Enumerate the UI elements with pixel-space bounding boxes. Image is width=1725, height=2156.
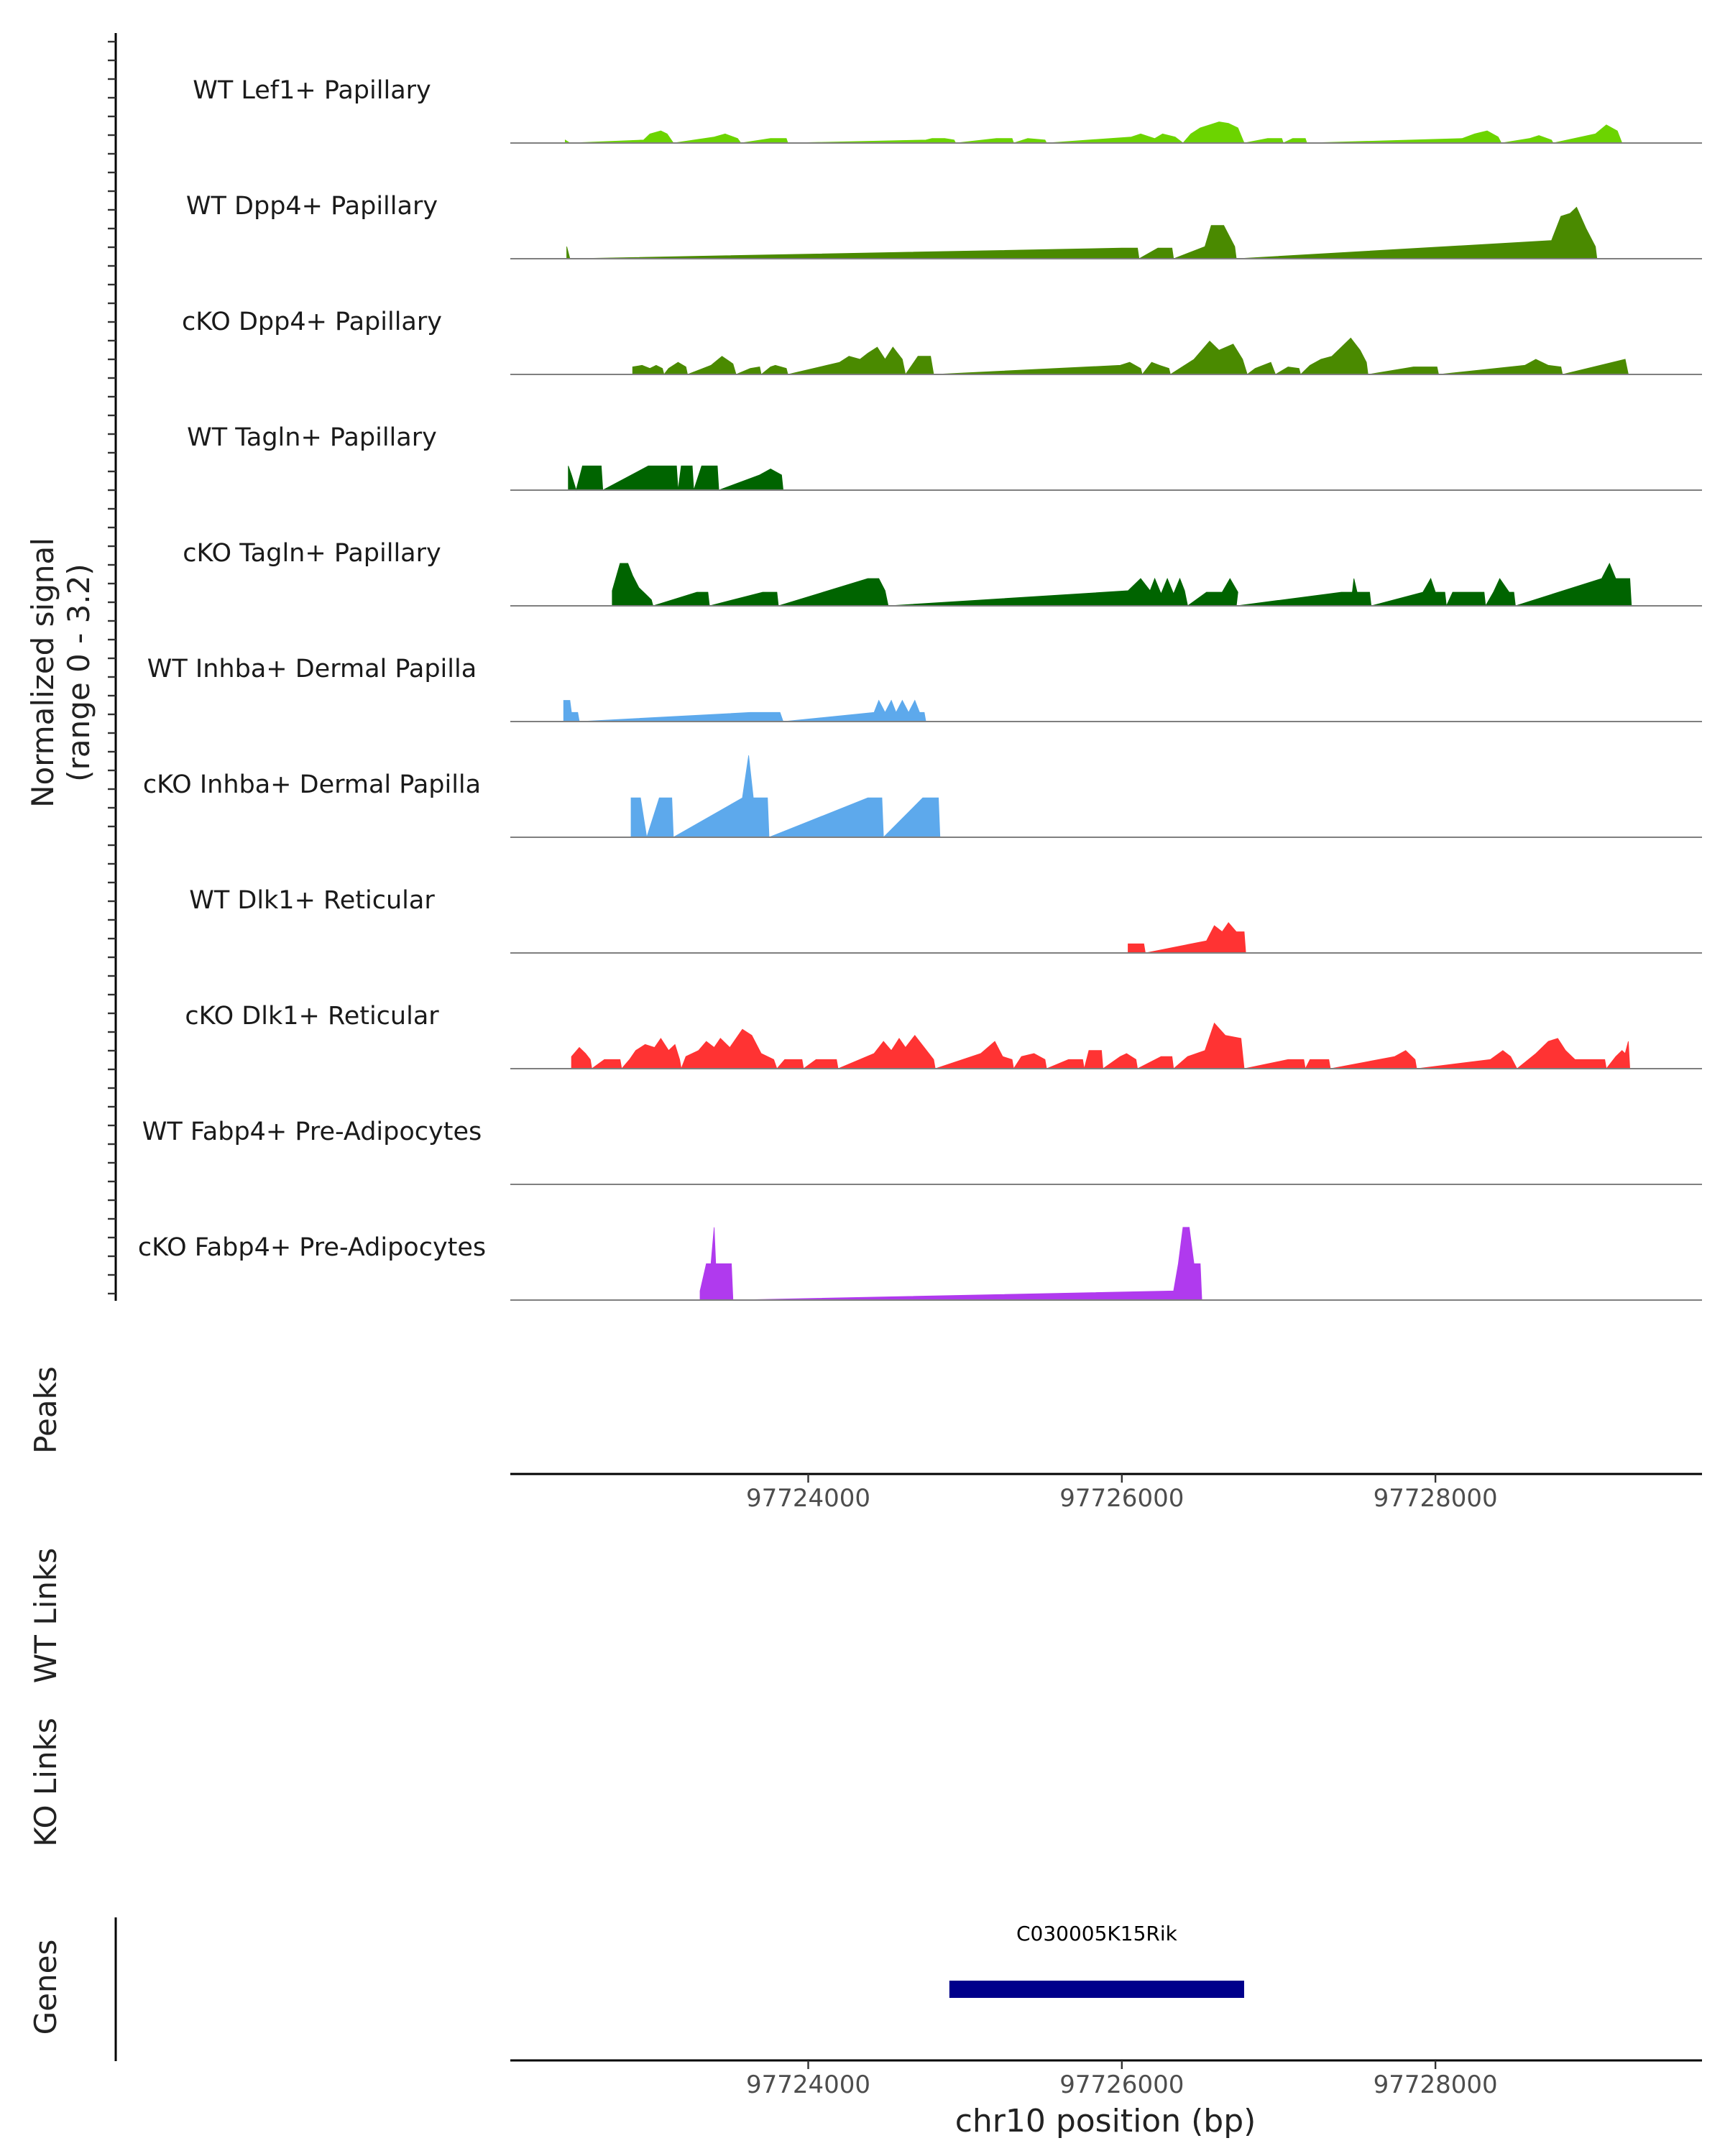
coverage-area <box>632 337 1629 375</box>
track: WT Inhba+ Dermal Papilla <box>147 655 1702 722</box>
track-label: cKO Dpp4+ Papillary <box>182 308 442 336</box>
track: cKO Tagln+ Papillary <box>183 539 1702 607</box>
coverage-area <box>563 699 926 722</box>
track: WT Dlk1+ Reticular <box>189 886 1702 954</box>
track: cKO Dpp4+ Papillary <box>182 308 1702 375</box>
peaks-x-axis: 97724000 97726000 97728000 <box>510 1473 1702 1513</box>
gene-name: C030005K15Rik <box>1016 1922 1178 1945</box>
x-tick-label: 97724000 <box>746 1484 870 1513</box>
y-axis <box>108 33 117 1301</box>
track: cKO Fabp4+ Pre-Adipocytes <box>138 1227 1702 1301</box>
track-label: WT Dlk1+ Reticular <box>189 886 435 915</box>
gene-body <box>949 1981 1244 1998</box>
x-tick-label: 97728000 <box>1374 1484 1498 1513</box>
genes-track-label: Genes <box>28 1940 63 2035</box>
track: WT Dpp4+ Papillary <box>186 192 1702 259</box>
track-label: cKO Tagln+ Papillary <box>183 539 441 568</box>
ko-links-track-label: KO Links <box>28 1718 63 1847</box>
coverage-area <box>565 121 1623 144</box>
x-tick-label: 97728000 <box>1374 2070 1498 2099</box>
genes-x-axis: 97724000 97726000 97728000 <box>510 2059 1702 2099</box>
coverage-area <box>568 465 784 492</box>
coverage-tracks: WT Lef1+ Papillary WT Dpp4+ Papillary cKO … <box>138 76 1702 1301</box>
y-axis-title-line-1: Normalized signal <box>25 538 60 808</box>
track: cKO Inhba+ Dermal Papilla <box>143 755 1702 838</box>
x-tick-label: 97726000 <box>1059 1484 1184 1513</box>
track-label: cKO Inhba+ Dermal Papilla <box>143 770 481 799</box>
x-tick-label: 97724000 <box>746 2070 870 2099</box>
gene-track: C030005K15Rik <box>949 1922 1244 1998</box>
coverage-area <box>630 755 941 838</box>
coverage-area <box>1128 922 1246 954</box>
track-label: cKO Dlk1+ Reticular <box>185 1002 439 1031</box>
x-tick-label: 97726000 <box>1059 2070 1184 2099</box>
y-axis-title: Normalized signal (range 0 - 3.2) <box>25 538 96 808</box>
track: WT Fabp4+ Pre-Adipocytes <box>142 1118 1702 1185</box>
coverage-area <box>571 1022 1631 1070</box>
track: WT Lef1+ Papillary <box>193 76 1702 144</box>
track-label: cKO Fabp4+ Pre-Adipocytes <box>138 1233 486 1262</box>
x-axis-title: chr10 position (bp) <box>955 2103 1256 2139</box>
track: cKO Dlk1+ Reticular <box>185 1002 1702 1070</box>
coverage-area <box>699 1227 1202 1301</box>
track-label: WT Fabp4+ Pre-Adipocytes <box>142 1118 482 1146</box>
y-axis-title-line-2: (range 0 - 3.2) <box>61 563 96 782</box>
track-label: WT Tagln+ Papillary <box>187 423 437 452</box>
track: WT Tagln+ Papillary <box>187 423 1702 492</box>
track-label: WT Dpp4+ Papillary <box>186 192 438 221</box>
coverage-area <box>566 206 1598 259</box>
track-label: WT Inhba+ Dermal Papilla <box>147 655 477 683</box>
peaks-track-label: Peaks <box>28 1366 63 1454</box>
track-label: WT Lef1+ Papillary <box>193 76 431 105</box>
wt-links-track-label: WT Links <box>28 1548 63 1683</box>
coverage-area <box>612 562 1632 607</box>
